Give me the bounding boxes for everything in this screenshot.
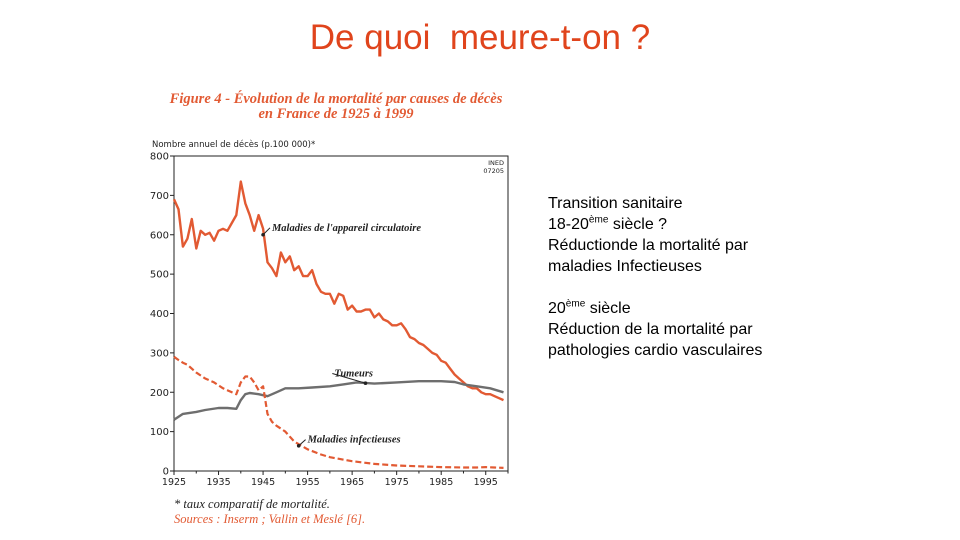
y-tick-label: 800	[150, 152, 169, 163]
side-line-2: 18-20ème siècle ?	[548, 214, 668, 233]
figure-title-line-1: Figure 4 - Évolution de la mortalité par…	[169, 91, 503, 107]
x-tick-label: 1945	[251, 477, 275, 488]
series-line-3	[173, 355, 504, 469]
x-tick-label: 1985	[429, 477, 453, 488]
side-line-3: Réductionde la mortalité par	[548, 237, 749, 254]
x-tick-label: 1975	[385, 477, 409, 488]
y-tick-label: 500	[150, 270, 169, 281]
figure-title-line-2: en France de 1925 à 1999	[258, 106, 414, 122]
annotation-pointer	[332, 373, 366, 384]
side-notes: Transition sanitaire 18-20ème siècle ? R…	[548, 193, 948, 361]
slide-title: De quoi meure-t-on ?	[309, 18, 651, 57]
y-tick-label: 600	[150, 230, 169, 241]
corner-label-ined: INED	[488, 159, 504, 167]
annotation-dot	[261, 232, 265, 237]
side-line-6: Réduction de la mortalité par	[548, 321, 753, 338]
y-tick-label: 700	[150, 191, 169, 202]
side-line-7: pathologies cardio vasculaires	[548, 342, 763, 359]
y-tick-label: 100	[150, 427, 169, 438]
side-line-5: 20ème siècle	[548, 298, 631, 317]
y-tick-label: 200	[150, 388, 169, 399]
annotation-label-1: Maladies de l'appareil circulatoire	[271, 223, 421, 234]
series-line-1	[172, 180, 504, 402]
x-tick-label: 1955	[296, 477, 320, 488]
corner-label-code: 07205	[483, 167, 504, 175]
x-tick-label: 1935	[206, 477, 230, 488]
annotation-dot	[296, 444, 301, 448]
figure-sources: Sources : Inserm ; Vallin et Meslé [6].	[174, 512, 366, 526]
figure-title: Figure 4 - Évolution de la mortalité par…	[146, 92, 526, 122]
annotation-label-2: Tumeurs	[334, 369, 373, 380]
y-tick-label: 400	[150, 309, 169, 320]
annotation-dot	[363, 381, 368, 385]
plot-frame	[173, 155, 509, 472]
y-tick-label: 300	[150, 348, 169, 359]
x-tick-label: 1925	[162, 477, 186, 488]
side-line-4: maladies Infectieuses	[548, 258, 702, 275]
y-tick-label: 0	[163, 467, 169, 478]
series-line-2	[173, 380, 504, 421]
x-tick-label: 1995	[474, 477, 498, 488]
x-tick-label: 1965	[340, 477, 364, 488]
figure-footnote: * taux comparatif de mortalité.	[174, 497, 330, 511]
annotation-label-3: Maladies infectieuses	[307, 435, 401, 446]
side-line-1: Transition sanitaire	[548, 195, 683, 212]
y-axis-label: Nombre annuel de décès (p.100 000)*	[152, 139, 315, 150]
